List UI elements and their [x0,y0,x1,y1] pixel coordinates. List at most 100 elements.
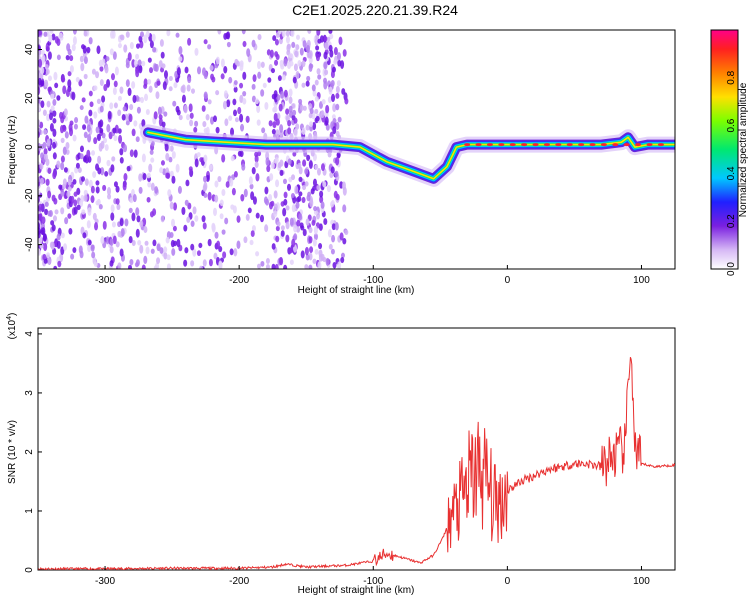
trace-hotspot [578,143,585,147]
noise-speckle [255,251,260,257]
noise-speckle [107,110,112,120]
trace-hotspot [486,143,493,147]
noise-speckle [215,56,220,65]
noise-speckle [275,129,280,138]
noise-speckle [242,98,247,105]
noise-speckle [119,86,124,94]
noise-speckle [324,116,329,126]
noise-speckle [175,163,180,173]
noise-speckle [72,134,77,142]
noise-speckle [207,238,212,247]
noise-speckle [124,218,129,227]
noise-speckle [71,91,76,101]
noise-speckle [90,244,95,252]
noise-speckle [271,128,276,135]
noise-speckle [308,63,313,72]
noise-speckle [143,226,148,233]
noise-speckle [104,65,109,74]
noise-speckle [162,168,167,176]
noise-speckle [148,163,153,173]
noise-speckle [159,39,164,47]
noise-speckle [64,131,69,139]
noise-speckle [323,218,328,226]
noise-speckle [138,186,143,194]
noise-speckle [338,36,343,46]
noise-speckle [275,53,280,61]
noise-speckle [169,201,174,210]
noise-speckle [203,127,208,134]
noise-speckle [141,119,146,128]
noise-speckle [106,79,111,88]
noise-speckle [317,74,322,80]
noise-speckle [228,115,233,121]
noise-speckle [79,145,84,153]
noise-speckle [92,212,97,221]
noise-speckle [270,68,275,74]
noise-speckle [117,262,122,269]
spectrogram-x-label: Height of straight line (km) [298,285,415,296]
noise-speckle [202,259,207,267]
noise-speckle [72,36,77,46]
noise-speckle [138,64,143,74]
noise-speckle [83,73,88,80]
noise-speckle [93,137,98,145]
noise-speckle [171,151,176,159]
noise-speckle [79,153,84,160]
noise-speckle [145,246,150,255]
noise-speckle [265,257,270,265]
noise-speckle [265,264,270,269]
noise-speckle [252,196,257,205]
noise-speckle [173,81,178,89]
noise-speckle [329,33,334,40]
noise-speckle [166,263,171,269]
snr-x-tick-label: -300 [95,576,115,587]
noise-speckle [268,120,273,127]
noise-speckle [129,149,134,158]
trace-hotspot [657,143,664,147]
noise-speckle [283,198,288,206]
noise-speckle [326,185,331,193]
noise-speckle [299,47,304,56]
noise-speckle [166,254,171,261]
noise-speckle [39,177,44,185]
noise-speckle [79,250,84,259]
noise-speckle [270,162,275,169]
noise-speckle [233,248,238,257]
noise-speckle [53,71,58,81]
noise-speckle [80,176,85,182]
noise-speckle [282,178,287,185]
noise-speckle [100,167,105,176]
noise-speckle [82,124,87,130]
noise-speckle [230,155,235,162]
noise-speckle [304,264,309,269]
noise-speckle [255,212,260,219]
noise-speckle [260,260,265,267]
noise-speckle [220,73,225,80]
noise-speckle [329,49,334,58]
spectrogram-y-tick-label: 20 [24,92,35,104]
noise-speckle [305,124,310,131]
noise-speckle [203,154,208,163]
noise-speckle [295,70,300,80]
noise-speckle [91,68,96,75]
noise-speckle [268,193,273,202]
noise-speckle [44,64,49,70]
noise-speckle [163,70,168,79]
noise-speckle [229,177,234,187]
noise-speckle [279,159,284,167]
noise-speckle [86,46,91,54]
noise-speckle [306,154,311,162]
noise-speckle [281,30,286,38]
noise-speckle [147,57,152,63]
trace-hotspot [464,143,471,147]
noise-speckle [201,105,206,112]
noise-speckle [308,226,313,234]
noise-speckle [76,204,81,211]
noise-speckle [336,52,341,61]
noise-speckle [291,174,296,181]
noise-speckle [336,80,341,87]
noise-speckle [75,76,80,83]
noise-speckle [276,221,281,227]
noise-speckle [95,186,100,194]
noise-speckle [322,257,327,263]
